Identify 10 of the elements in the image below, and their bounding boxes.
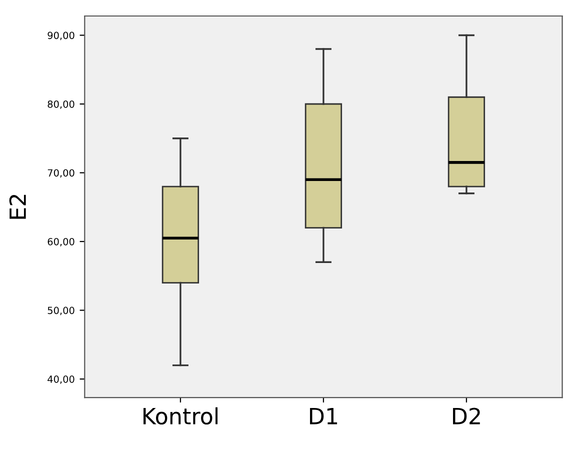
x-tick-label: Kontrol [144,407,218,425]
x-tick-label: D1 [310,408,338,424]
y-tick-label: 80,00 [48,100,74,109]
y-axis-title: E2 [9,194,26,219]
y-tick-label: 50,00 [48,306,74,316]
y-tick-label: 70,00 [48,169,74,178]
y-tick-label: 60,00 [48,238,74,246]
y-tick-label: 90,00 [48,32,74,40]
x-tick-label: D2 [453,408,480,424]
y-tick-label: 40,00 [48,376,74,384]
